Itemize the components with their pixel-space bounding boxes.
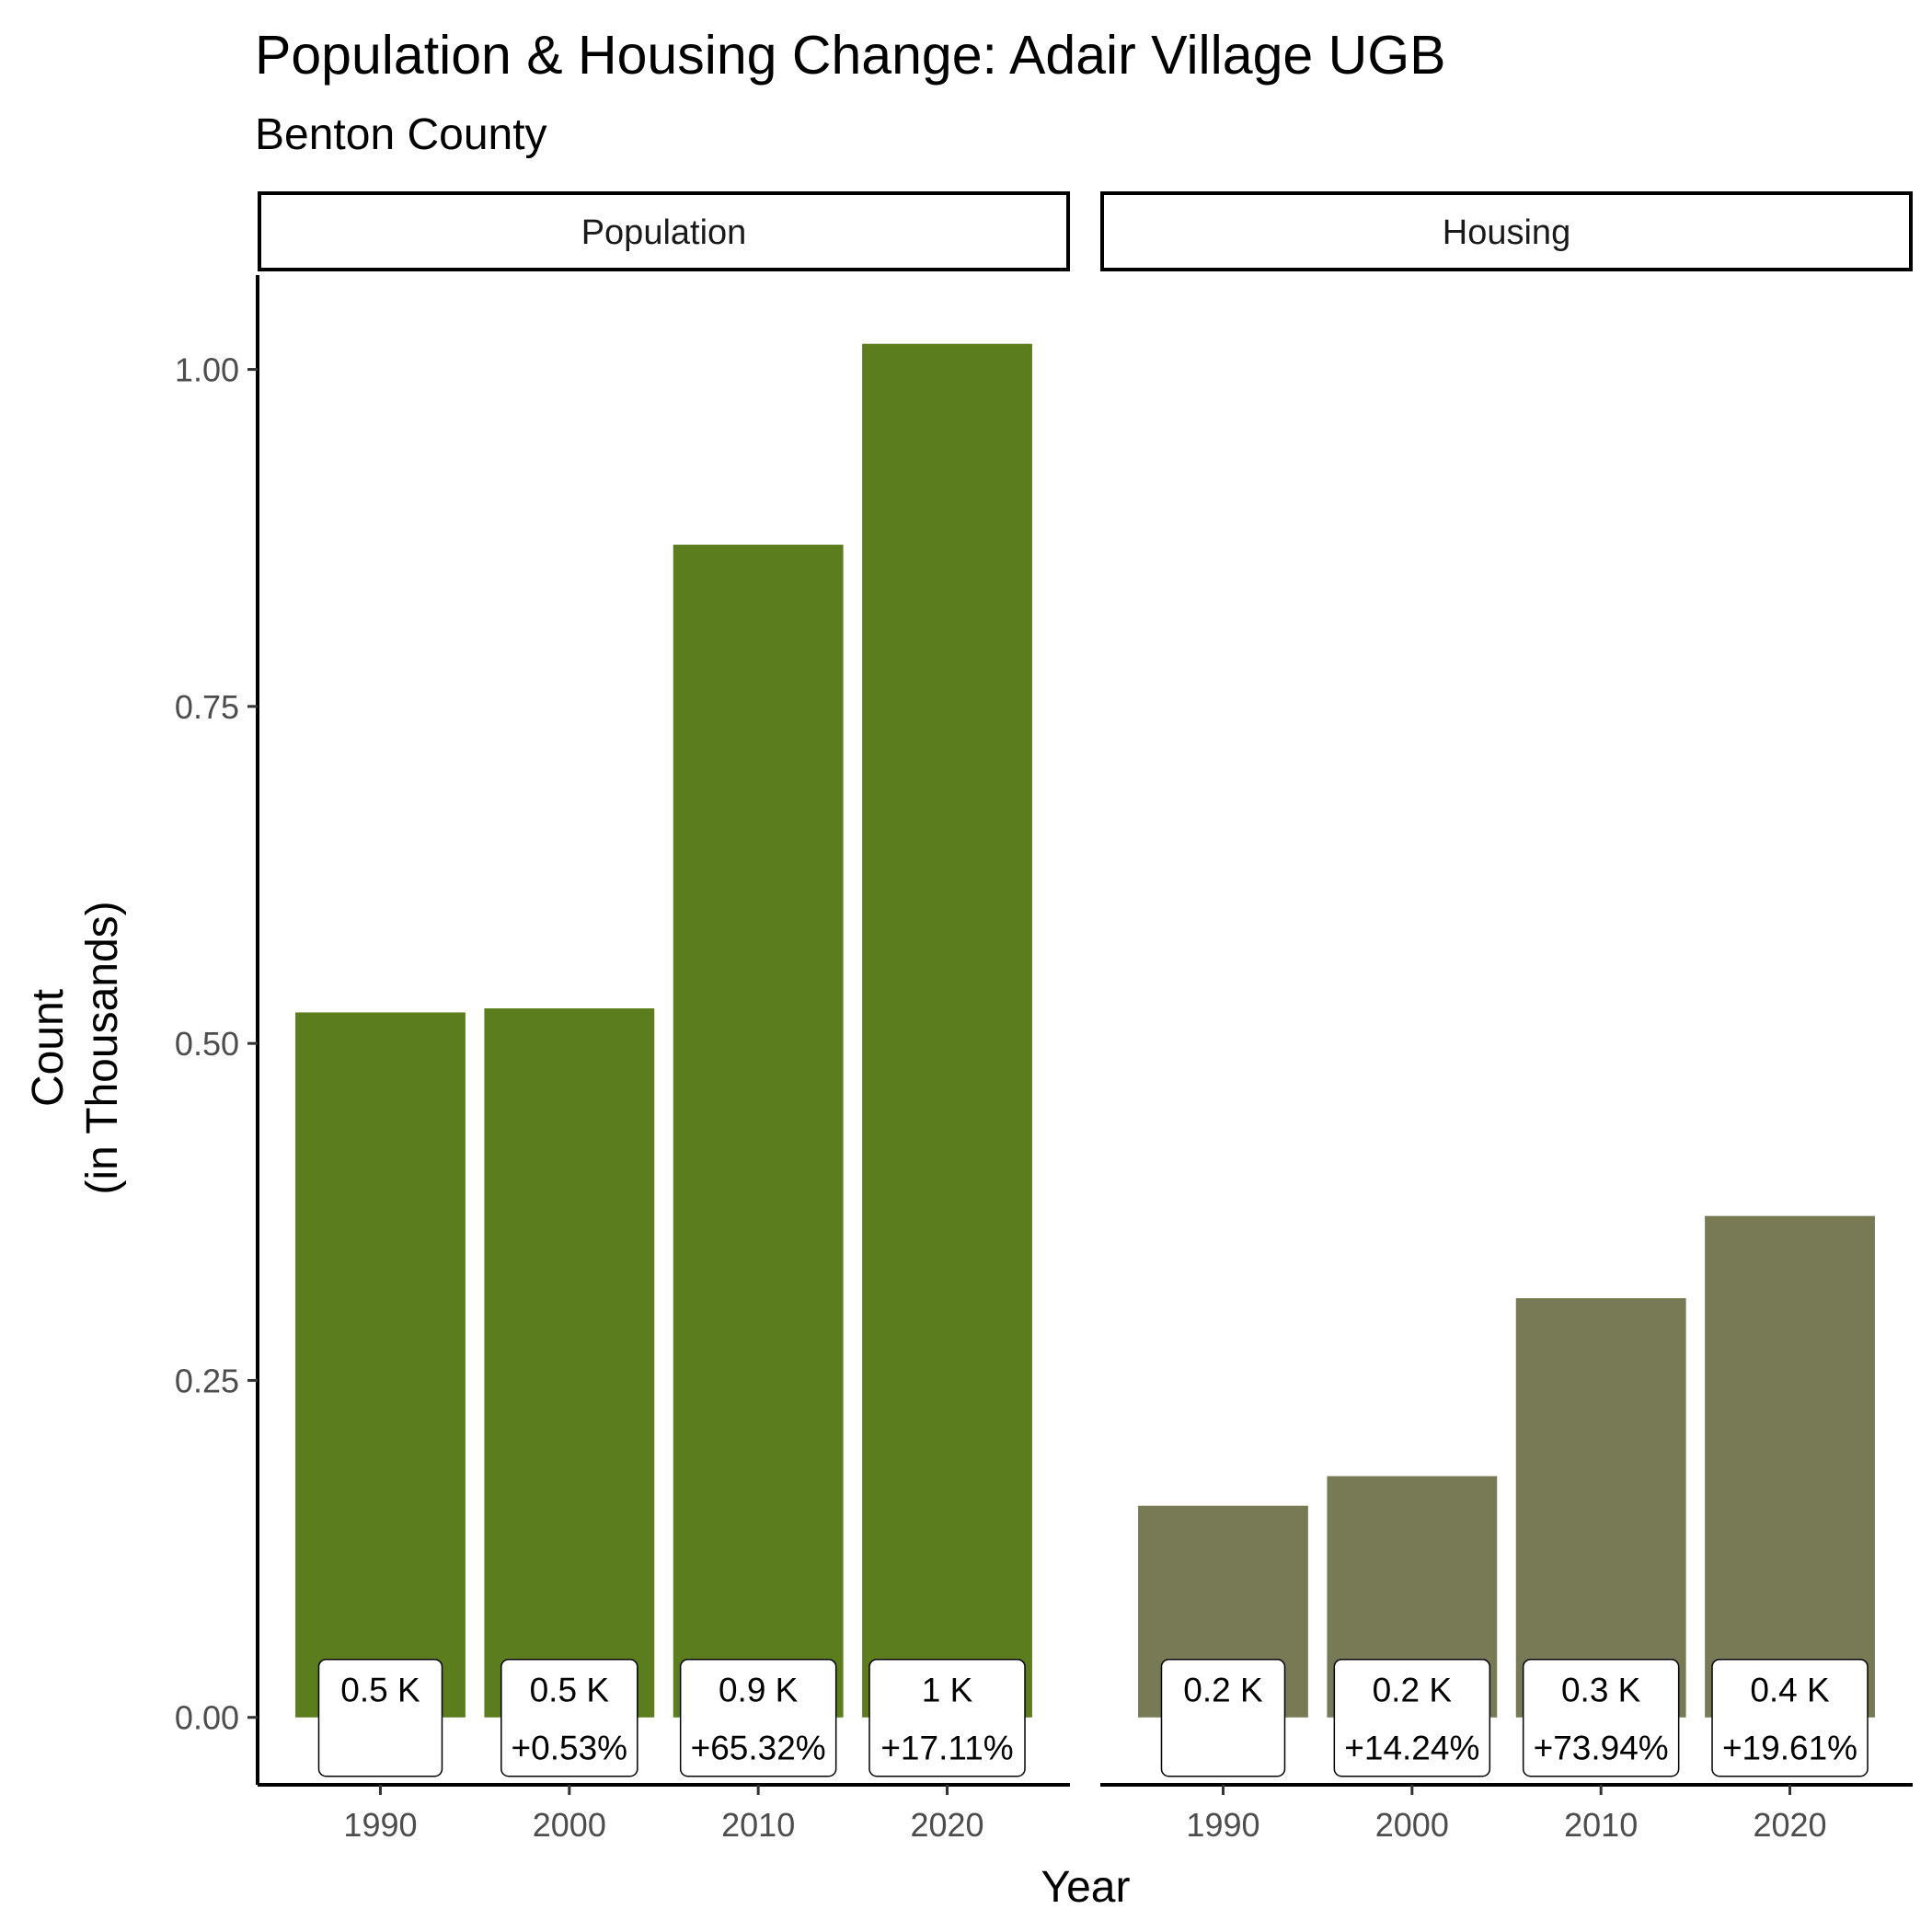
bar: [484, 1008, 655, 1718]
data-label-box: [1160, 1658, 1286, 1777]
x-tick-label: 2010: [1564, 1806, 1638, 1844]
data-label-box: [868, 1658, 1026, 1777]
y-tick-label: 0.75: [175, 688, 239, 726]
data-label-value: 0.2 K: [1373, 1672, 1453, 1709]
panel-population: Population 0.5 K 1990 0.5 K +0.53% 2000 0.9 K +…: [258, 191, 1070, 1844]
data-label-change: +73.94%: [1534, 1730, 1669, 1767]
data-label-value: 0.2 K: [1183, 1672, 1263, 1709]
data-label-value: 0.9 K: [719, 1672, 799, 1709]
bar: [1705, 1215, 1875, 1718]
x-tick-label: 2000: [533, 1806, 606, 1844]
x-tick-label: 2000: [1375, 1806, 1449, 1844]
data-label-change: +14.24%: [1344, 1730, 1479, 1767]
y-tick-label: 0.25: [175, 1362, 239, 1399]
data-label-box: [1333, 1658, 1491, 1777]
y-axis-title-line-2: (in Thousands): [78, 901, 127, 1194]
facet-strip-label: Housing: [1443, 213, 1570, 252]
facet-strip: [258, 191, 1070, 271]
data-label-value: 0.3 K: [1561, 1672, 1641, 1709]
x-tick-label: 2020: [910, 1806, 983, 1844]
y-axis-title-line-1: Count: [24, 989, 73, 1107]
y-tick-label: 1.00: [175, 351, 239, 389]
bar: [673, 545, 844, 1718]
data-label-change: +19.61%: [1722, 1730, 1857, 1767]
x-tick-label: 1990: [343, 1806, 417, 1844]
chart-title: Population & Housing Change: Adair Villa…: [255, 25, 1445, 86]
bar: [1515, 1298, 1686, 1718]
data-label-value: 0.5 K: [340, 1672, 420, 1709]
bar: [295, 1012, 466, 1718]
y-tick-label: 0.00: [175, 1699, 239, 1737]
data-label-box: [1711, 1658, 1869, 1777]
data-label-box: [317, 1658, 443, 1777]
data-label-value: 1 K: [922, 1672, 973, 1709]
data-label-change: +65.32%: [691, 1730, 826, 1767]
data-label-box: [1522, 1658, 1680, 1777]
data-label-value: 0.4 K: [1750, 1672, 1830, 1709]
y-axis-title: Count (in Thousands): [24, 901, 127, 1194]
chart-subtitle: Benton County: [255, 110, 547, 159]
x-tick-label: 2020: [1753, 1806, 1826, 1844]
x-tick-label: 1990: [1186, 1806, 1259, 1844]
bar: [862, 343, 1032, 1718]
data-label-value: 0.5 K: [530, 1672, 610, 1709]
panel-housing: Housing 0.2 K 1990 0.2 K +14.24% 2000 0.3 K +73…: [1100, 191, 1913, 1844]
facet-strip: [1100, 191, 1913, 271]
y-axis: 0.00 0.25 0.50 0.75 1.00: [175, 275, 259, 1785]
x-tick-label: 2010: [721, 1806, 795, 1844]
data-label-change: +17.11%: [880, 1730, 1013, 1767]
facet-strip-label: Population: [581, 213, 747, 252]
data-label-box: [679, 1658, 837, 1777]
panels: Population 0.5 K 1990 0.5 K +0.53% 2000 0.9 K +…: [258, 191, 1913, 1844]
data-label-change: +0.53%: [512, 1730, 628, 1767]
x-axis-title: Year: [1041, 1863, 1131, 1912]
y-tick-label: 0.50: [175, 1025, 239, 1063]
data-label-box: [500, 1658, 638, 1777]
